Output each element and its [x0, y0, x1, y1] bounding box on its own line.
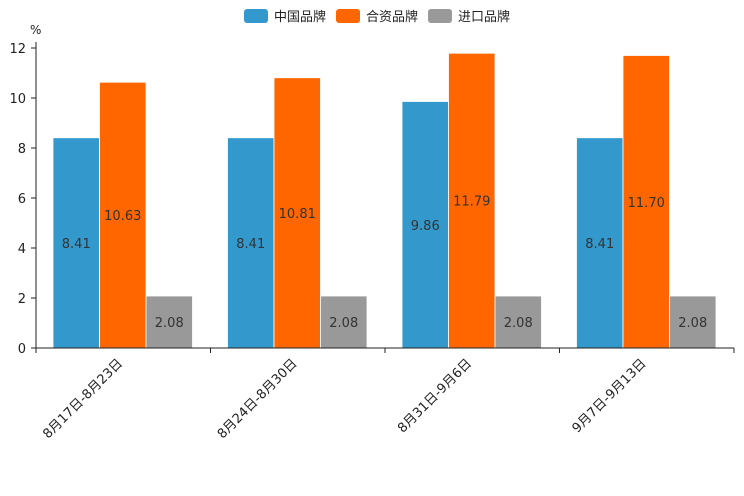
data-label: 10.63: [104, 209, 141, 224]
data-label: 11.70: [628, 196, 665, 211]
bar: [448, 52, 496, 349]
y-tick-label: 10: [9, 92, 26, 107]
data-label: 11.79: [453, 195, 490, 210]
data-label: 2.08: [329, 316, 358, 331]
bar: [99, 81, 147, 349]
x-tick-label: 8月17日-8月23日: [40, 356, 126, 442]
y-axis-unit-label: %: [30, 23, 41, 37]
bar: [52, 137, 100, 349]
data-label: 10.81: [279, 207, 316, 222]
data-label: 2.08: [504, 316, 533, 331]
data-label: 8.41: [585, 237, 614, 252]
legend: 中国品牌 合资品牌 进口品牌: [244, 9, 510, 25]
y-tick-label: 8: [18, 142, 26, 157]
data-label: 8.41: [62, 237, 91, 252]
bar: [273, 77, 321, 349]
legend-swatch: [336, 9, 360, 23]
bar: [401, 101, 449, 349]
legend-swatch: [244, 9, 268, 23]
bar: [622, 55, 670, 349]
bar: [669, 295, 717, 349]
y-tick-label: 4: [18, 242, 26, 257]
legend-label: 中国品牌: [274, 9, 326, 25]
legend-label: 进口品牌: [458, 9, 510, 25]
y-tick-label: 2: [18, 292, 26, 307]
x-tick-label: 9月7日-9月13日: [570, 356, 650, 436]
data-label: 9.86: [411, 219, 440, 234]
legend-label: 合资品牌: [366, 9, 418, 25]
data-label: 2.08: [155, 316, 184, 331]
y-tick-label: 12: [9, 42, 26, 57]
bar: [494, 295, 542, 349]
x-axis: 8月17日-8月23日 8月24日-8月30日 8月31日-9月6日 9月7日-9月1…: [35, 347, 735, 442]
y-tick-label: 0: [18, 342, 26, 357]
y-axis: 0 2 4 6 8 10 12: [9, 42, 37, 357]
bar: [227, 137, 275, 349]
data-label: 8.41: [236, 237, 265, 252]
data-label: 2.08: [678, 316, 707, 331]
x-tick-label: 8月31日-9月6日: [395, 356, 475, 436]
x-tick-label: 8月24日-8月30日: [215, 356, 301, 442]
legend-swatch: [428, 9, 452, 23]
bars: 8.41 8.41 9.86 8.41 10.63 10.81 11.79 11.70 2.08…: [52, 52, 717, 349]
bar: [320, 295, 368, 349]
y-tick-label: 6: [18, 192, 26, 207]
